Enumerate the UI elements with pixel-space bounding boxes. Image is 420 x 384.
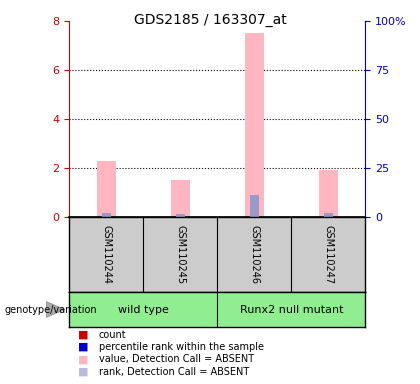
Bar xyxy=(250,195,259,217)
Text: value, Detection Call = ABSENT: value, Detection Call = ABSENT xyxy=(99,354,254,364)
Text: percentile rank within the sample: percentile rank within the sample xyxy=(99,342,264,352)
Text: ■: ■ xyxy=(78,367,88,377)
Text: wild type: wild type xyxy=(118,305,169,314)
Text: GSM110246: GSM110246 xyxy=(249,225,260,284)
Text: GDS2185 / 163307_at: GDS2185 / 163307_at xyxy=(134,13,286,27)
Polygon shape xyxy=(46,301,65,318)
Text: count: count xyxy=(99,330,126,340)
Bar xyxy=(102,213,111,217)
Text: rank, Detection Call = ABSENT: rank, Detection Call = ABSENT xyxy=(99,367,249,377)
Text: ■: ■ xyxy=(78,354,88,364)
Bar xyxy=(176,214,185,217)
Bar xyxy=(97,161,116,217)
Bar xyxy=(319,170,338,217)
Text: GSM110244: GSM110244 xyxy=(101,225,111,284)
Bar xyxy=(324,213,333,217)
Text: genotype/variation: genotype/variation xyxy=(4,305,97,314)
Text: GSM110247: GSM110247 xyxy=(323,225,333,284)
Text: ■: ■ xyxy=(78,342,88,352)
Bar xyxy=(245,33,264,217)
Bar xyxy=(171,180,189,217)
Text: GSM110245: GSM110245 xyxy=(175,225,185,284)
Text: ■: ■ xyxy=(78,330,88,340)
Text: Runx2 null mutant: Runx2 null mutant xyxy=(240,305,343,314)
